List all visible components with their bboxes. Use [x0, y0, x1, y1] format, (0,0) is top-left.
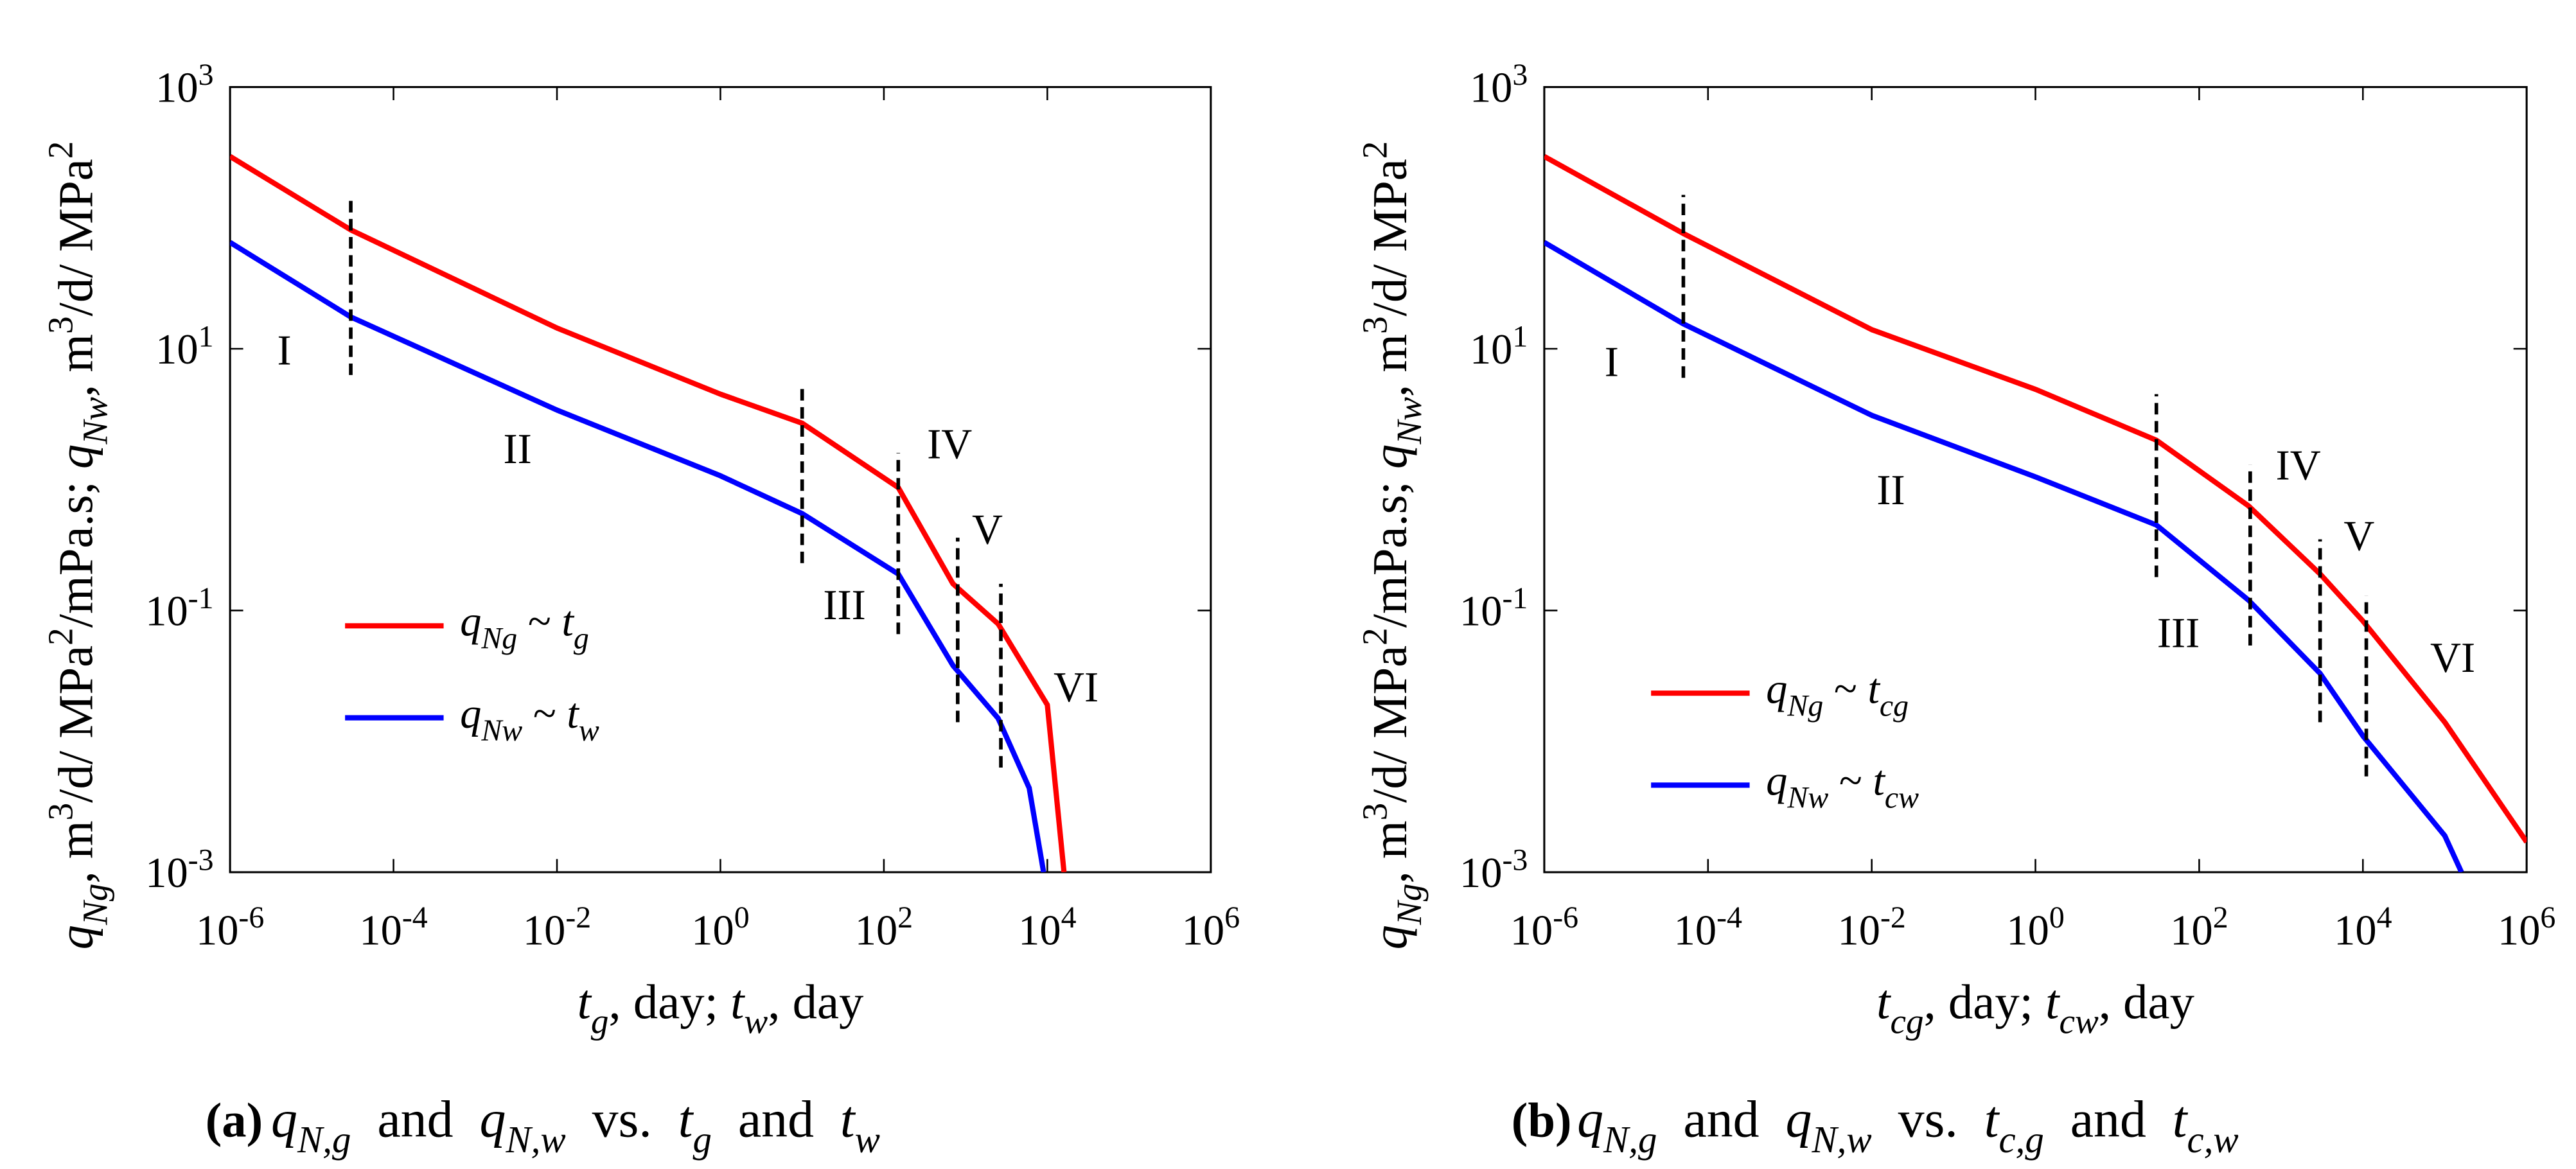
stage-label: II [1876, 467, 1905, 514]
x-axis-label: tg, day; tw, day [578, 974, 864, 1041]
stage-label: I [1605, 339, 1619, 386]
curve [230, 154, 1067, 872]
plot-frame [229, 86, 1212, 874]
x-tick-label: 10-4 [359, 901, 427, 954]
curve [1544, 154, 2527, 844]
caption-tag: (a) [206, 1093, 263, 1148]
x-tick-label: 106 [1182, 901, 1240, 954]
stage-label: V [2343, 513, 2374, 560]
y-axis-label: qNg, m3/d/ MPa2/mPa.s; qNw, m3/d/ MPa2 [41, 141, 115, 950]
stage-label: III [2157, 610, 2200, 657]
caption: qN,g and qN,w vs. tc,g and tc,w [1577, 1090, 2239, 1161]
y-tick-label: 101 [1470, 319, 1528, 373]
stage-label: IV [927, 421, 972, 468]
x-tick-label: 10-4 [1674, 901, 1742, 954]
y-tick-label: 103 [1470, 58, 1528, 112]
x-tick-label: 10-2 [1838, 901, 1906, 954]
x-tick-label: 10-2 [523, 901, 591, 954]
y-axis-label: qNg, m3/d/ MPa2/mPa.s; qNw, m3/d/ MPa2 [1355, 141, 1429, 950]
curve [230, 240, 1046, 872]
stage-label: V [972, 506, 1003, 553]
x-tick-label: 10-6 [1510, 901, 1578, 954]
caption: qN,g and qN,w vs. tg and tw [271, 1090, 880, 1161]
legend-label: qNw ~ tw [460, 690, 599, 748]
plot-frame [1543, 86, 2528, 874]
x-tick-label: 100 [691, 901, 749, 954]
x-axis-label: tcg, day; tcw, day [1876, 974, 2194, 1041]
stage-label: III [823, 582, 865, 629]
y-tick-label: 103 [155, 58, 213, 112]
x-tick-label: 10-6 [196, 901, 264, 954]
stage-label: VI [2430, 635, 2475, 681]
x-tick-label: 104 [2334, 901, 2392, 954]
legend-label: qNg ~ tg [460, 599, 589, 656]
stage-label: I [277, 328, 291, 374]
plot-area [230, 154, 1067, 872]
x-tick-label: 100 [2006, 901, 2064, 954]
stage-label: VI [1054, 664, 1098, 711]
x-tick-label: 102 [855, 901, 913, 954]
plot-area [1544, 154, 2527, 872]
stage-label: II [504, 426, 532, 473]
x-tick-label: 104 [1018, 901, 1076, 954]
y-tick-label: 10-1 [1460, 581, 1528, 635]
x-tick-label: 106 [2498, 901, 2555, 954]
stage-label: IV [2276, 443, 2321, 489]
legend-label: qNg ~ tcg [1766, 666, 1909, 723]
legend-label: qNw ~ tcw [1766, 758, 1919, 815]
y-tick-label: 10-3 [1460, 843, 1528, 897]
caption-tag: (b) [1512, 1093, 1572, 1148]
y-tick-label: 101 [155, 319, 213, 373]
curve [1544, 240, 2464, 872]
y-tick-label: 10-1 [145, 581, 213, 635]
x-tick-label: 102 [2170, 901, 2228, 954]
y-tick-label: 10-3 [145, 843, 213, 897]
